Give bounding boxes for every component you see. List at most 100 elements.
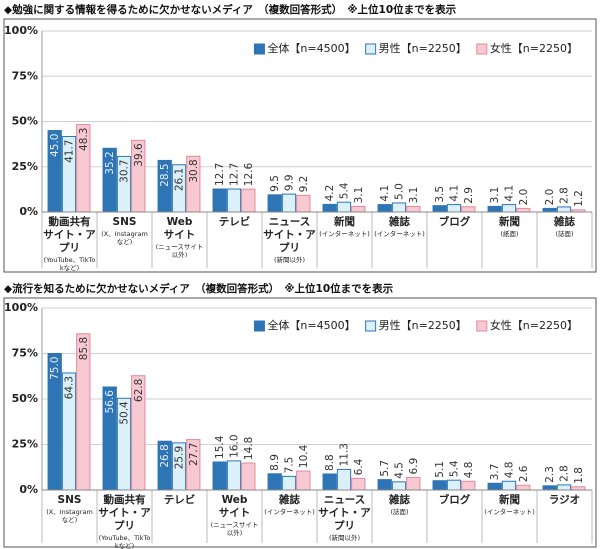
value-label: 6.4: [353, 458, 365, 475]
bar: [501, 204, 517, 213]
value-label: 5.7: [379, 460, 391, 477]
x-tick-label: ブログ: [438, 494, 471, 506]
value-label: 12.6: [243, 162, 255, 186]
x-tick-note: (X、Instagramなど): [101, 230, 148, 246]
bar: [226, 188, 242, 213]
value-label: 2.8: [559, 465, 571, 482]
bar: [391, 481, 407, 491]
value-label: 27.7: [188, 443, 200, 466]
value-label: 12.7: [229, 163, 241, 186]
bar: [212, 188, 227, 213]
value-label: 5.4: [339, 182, 351, 199]
x-tick-label-group: ニュース サイト・アプリ (新聞以外): [318, 494, 371, 542]
value-label: 3.1: [408, 187, 420, 204]
x-tick-label-group: ラジオ: [538, 494, 591, 507]
bar: [336, 468, 352, 491]
bar: [461, 480, 476, 491]
x-tick-label: テレビ: [218, 216, 251, 228]
value-label: 39.6: [133, 143, 145, 167]
y-tick-label: 50%: [12, 115, 38, 128]
bar: [406, 205, 421, 213]
bar: [556, 484, 572, 491]
x-tick-label-group: 雑誌 (インターネット): [373, 216, 426, 238]
x-tick-label-group: テレビ: [208, 216, 261, 229]
bar: [487, 482, 502, 491]
x-tick-label: ニュース サイト・アプリ: [318, 494, 371, 532]
y-tick-label: 100%: [4, 301, 38, 314]
x-tick-label-group: 動画共有 サイト・アプリ (YouTube、TikTokなど): [98, 494, 151, 549]
legend-swatch: [476, 320, 488, 332]
x-tick-label: 動画共有 サイト・アプリ: [43, 216, 96, 254]
bar: [212, 461, 227, 491]
value-label: 5.0: [394, 183, 406, 200]
value-label: 5.1: [434, 461, 446, 478]
value-label: 9.9: [284, 174, 296, 191]
bar: [296, 194, 311, 213]
legend-swatch: [365, 320, 377, 332]
x-tick-note: (紙面): [500, 230, 519, 238]
x-tick-label: Web サイト: [163, 216, 196, 241]
bar: [267, 194, 282, 213]
x-tick-note: (ニュースサイト以外): [210, 521, 259, 537]
x-tick-label: 雑誌: [279, 494, 300, 506]
x-tick-note: (誌面): [555, 230, 574, 238]
value-label: 10.4: [298, 444, 310, 468]
bar: [296, 470, 311, 491]
x-tick-label: テレビ: [163, 494, 196, 506]
legend-label: 全体【n=4500】: [267, 318, 355, 332]
x-tick-label: 新聞: [499, 494, 520, 506]
bar: [351, 205, 366, 213]
x-tick-label: ブログ: [438, 216, 471, 228]
x-tick-note: (インターネット): [264, 508, 315, 516]
value-label: 2.3: [544, 466, 556, 483]
x-tick-note: (ニュースサイト以外): [155, 243, 204, 259]
legend-label: 男性【n=2250】: [379, 41, 467, 55]
value-label: 4.2: [324, 185, 336, 202]
x-tick-note: (インターネット): [484, 508, 535, 516]
x-tick-label: SNS: [112, 216, 137, 228]
x-tick-label-group: ニュース サイト・アプリ (新聞以外): [263, 216, 316, 264]
bar: [556, 206, 572, 213]
value-label: 62.8: [133, 379, 145, 402]
value-label: 30.8: [188, 159, 200, 182]
value-label: 7.5: [284, 457, 296, 474]
bar: [542, 485, 557, 491]
y-tick-label: 0%: [19, 483, 38, 496]
value-label: 4.8: [463, 462, 475, 479]
bar: [281, 475, 297, 491]
x-tick-note: (YouTube、TikTokなど): [43, 256, 96, 272]
y-tick-label: 75%: [12, 347, 38, 360]
value-label: 75.0: [49, 357, 61, 380]
legend-label: 全体【n=4500】: [267, 41, 355, 55]
value-label: 5.4: [449, 460, 461, 477]
value-label: 3.5: [434, 186, 446, 203]
value-label: 2.8: [559, 187, 571, 204]
value-label: 4.1: [379, 185, 391, 202]
x-tick-label-group: 雑誌 (誌面): [538, 216, 591, 238]
legend-label: 男性【n=2250】: [379, 318, 467, 332]
value-label: 30.7: [119, 159, 131, 182]
legend: 全体【n=4500】 男性【n=2250】 女性【n=2250】: [253, 41, 578, 55]
bar: [516, 207, 531, 213]
legend-swatch: [253, 320, 265, 332]
bar: [391, 202, 407, 213]
chart-frame: [3, 297, 597, 548]
bar: [446, 479, 462, 491]
bar: [461, 206, 476, 213]
value-label: 41.7: [64, 140, 76, 163]
x-tick-label-group: ブログ: [428, 216, 481, 229]
value-label: 3.7: [489, 464, 501, 481]
value-label: 8.8: [324, 454, 336, 471]
y-tick-label: 50%: [12, 392, 38, 405]
value-label: 45.0: [49, 134, 61, 157]
x-tick-label: 雑誌: [554, 216, 575, 228]
bar: [432, 480, 447, 491]
value-label: 26.8: [159, 444, 171, 467]
value-label: 14.8: [243, 437, 255, 460]
value-label: 2.9: [463, 187, 475, 204]
bar: [267, 473, 282, 491]
bar: [406, 476, 421, 491]
x-tick-note: (誌面): [390, 508, 409, 516]
x-tick-label-group: Web サイト (ニュースサイト以外): [208, 494, 261, 537]
